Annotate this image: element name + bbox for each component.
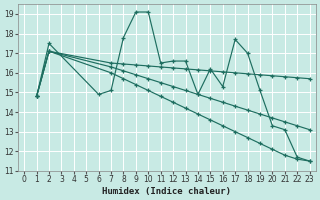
X-axis label: Humidex (Indice chaleur): Humidex (Indice chaleur) xyxy=(102,187,231,196)
